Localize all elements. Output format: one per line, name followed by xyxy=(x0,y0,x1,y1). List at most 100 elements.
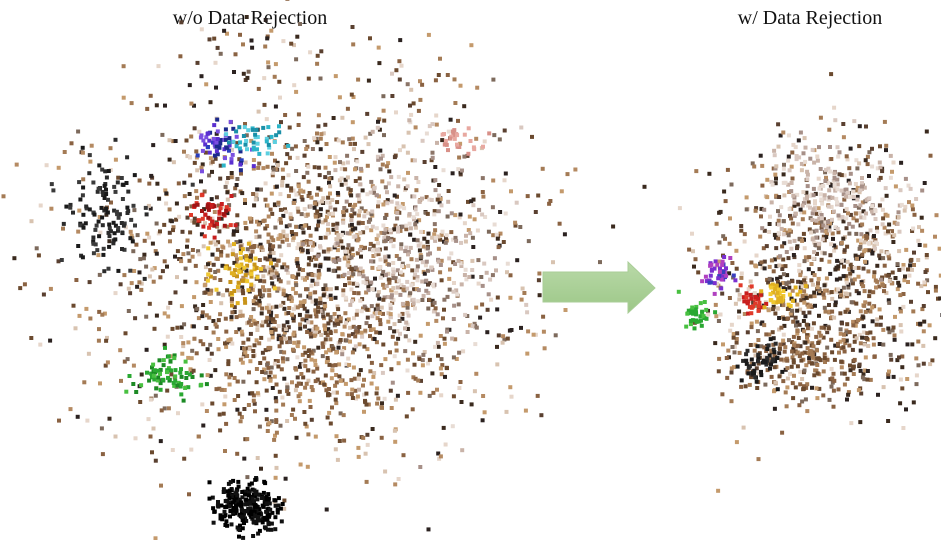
thumbnail-dot xyxy=(801,204,805,208)
thumbnail-dot xyxy=(703,300,707,304)
thumbnail-dot xyxy=(398,293,402,297)
thumbnail-dot xyxy=(279,253,283,257)
thumbnail-dot xyxy=(799,359,803,363)
thumbnail-dot xyxy=(332,116,336,120)
thumbnail-dot xyxy=(406,151,410,155)
thumbnail-dot xyxy=(848,181,852,185)
thumbnail-dot xyxy=(316,186,320,190)
thumbnail-dot xyxy=(730,183,734,187)
thumbnail-dot xyxy=(116,269,120,273)
thumbnail-dot xyxy=(133,224,137,228)
thumbnail-dot xyxy=(264,408,268,412)
thumbnail-dot xyxy=(137,280,141,284)
thumbnail-dot xyxy=(433,345,437,349)
thumbnail-dot xyxy=(234,223,238,227)
thumbnail-dot xyxy=(431,156,435,160)
thumbnail-dot xyxy=(901,305,905,309)
thumbnail-dot xyxy=(214,322,218,326)
thumbnail-dot xyxy=(341,246,345,250)
thumbnail-dot xyxy=(308,50,312,54)
thumbnail-dot xyxy=(802,329,806,333)
thumbnail-dot xyxy=(739,224,743,228)
thumbnail-dot xyxy=(226,176,230,180)
thumbnail-dot xyxy=(269,29,273,33)
thumbnail-dot xyxy=(331,347,335,351)
thumbnail-dot xyxy=(203,234,207,238)
thumbnail-dot xyxy=(340,352,344,356)
figure: w/o Data Rejection w/ Data Rejection xyxy=(0,0,941,540)
thumbnail-dot xyxy=(402,177,406,181)
thumbnail-dot xyxy=(457,156,461,160)
thumbnail-dot xyxy=(290,230,294,234)
thumbnail-dot xyxy=(252,158,256,162)
thumbnail-dot xyxy=(266,125,270,129)
thumbnail-dot xyxy=(367,220,371,224)
thumbnail-dot xyxy=(767,230,771,234)
thumbnail-dot xyxy=(782,163,786,167)
thumbnail-dot xyxy=(453,77,457,81)
thumbnail-dot xyxy=(175,202,179,206)
thumbnail-dot xyxy=(715,263,719,267)
thumbnail-dot xyxy=(789,189,793,193)
thumbnail-dot xyxy=(18,286,22,290)
thumbnail-dot xyxy=(933,336,937,340)
thumbnail-dot xyxy=(496,296,500,300)
thumbnail-dot xyxy=(362,214,366,218)
thumbnail-dot xyxy=(851,323,855,327)
thumbnail-dot xyxy=(241,289,245,293)
thumbnail-dot xyxy=(327,257,331,261)
thumbnail-dot xyxy=(857,144,861,148)
thumbnail-dot xyxy=(770,375,774,379)
thumbnail-dot xyxy=(812,161,816,165)
thumbnail-dot xyxy=(897,249,901,253)
thumbnail-dot xyxy=(319,147,323,151)
thumbnail-dot xyxy=(864,212,868,216)
thumbnail-dot xyxy=(239,419,243,423)
thumbnail-dot xyxy=(493,256,497,260)
thumbnail-dot xyxy=(801,217,805,221)
thumbnail-dot xyxy=(750,325,754,329)
thumbnail-dot xyxy=(777,316,781,320)
thumbnail-dot xyxy=(160,133,164,137)
thumbnail-dot xyxy=(81,193,85,197)
thumbnail-dot xyxy=(695,320,699,324)
thumbnail-dot xyxy=(758,235,762,239)
thumbnail-dot xyxy=(167,354,171,358)
thumbnail-dot xyxy=(307,348,311,352)
thumbnail-dot xyxy=(453,101,457,105)
left-embedding-cloud xyxy=(0,0,615,540)
thumbnail-dot xyxy=(390,293,394,297)
thumbnail-dot xyxy=(224,209,228,213)
thumbnail-dot xyxy=(886,274,890,278)
thumbnail-dot xyxy=(404,321,408,325)
thumbnail-dot xyxy=(251,192,255,196)
thumbnail-dot xyxy=(755,320,759,324)
thumbnail-dot xyxy=(737,310,741,314)
thumbnail-dot xyxy=(826,220,830,224)
thumbnail-dot xyxy=(773,233,777,237)
thumbnail-dot xyxy=(234,129,238,133)
thumbnail-dot xyxy=(279,235,283,239)
thumbnail-dot xyxy=(334,155,338,159)
thumbnail-dot xyxy=(273,375,277,379)
thumbnail-dot xyxy=(334,351,338,355)
thumbnail-dot xyxy=(301,248,305,252)
thumbnail-dot xyxy=(847,232,851,236)
thumbnail-dot xyxy=(353,227,357,231)
thumbnail-dot xyxy=(229,223,233,227)
thumbnail-dot xyxy=(281,240,285,244)
thumbnail-dot xyxy=(230,171,234,175)
thumbnail-dot xyxy=(420,280,424,284)
thumbnail-dot xyxy=(365,112,369,116)
thumbnail-dot xyxy=(463,313,467,317)
thumbnail-dot xyxy=(81,146,85,150)
thumbnail-dot xyxy=(270,212,274,216)
thumbnail-dot xyxy=(212,263,216,267)
thumbnail-dot xyxy=(416,238,420,242)
thumbnail-dot xyxy=(303,364,307,368)
thumbnail-dot xyxy=(78,314,82,318)
thumbnail-dot xyxy=(884,148,888,152)
thumbnail-dot xyxy=(456,167,460,171)
thumbnail-dot xyxy=(209,241,213,245)
thumbnail-dot xyxy=(830,385,834,389)
